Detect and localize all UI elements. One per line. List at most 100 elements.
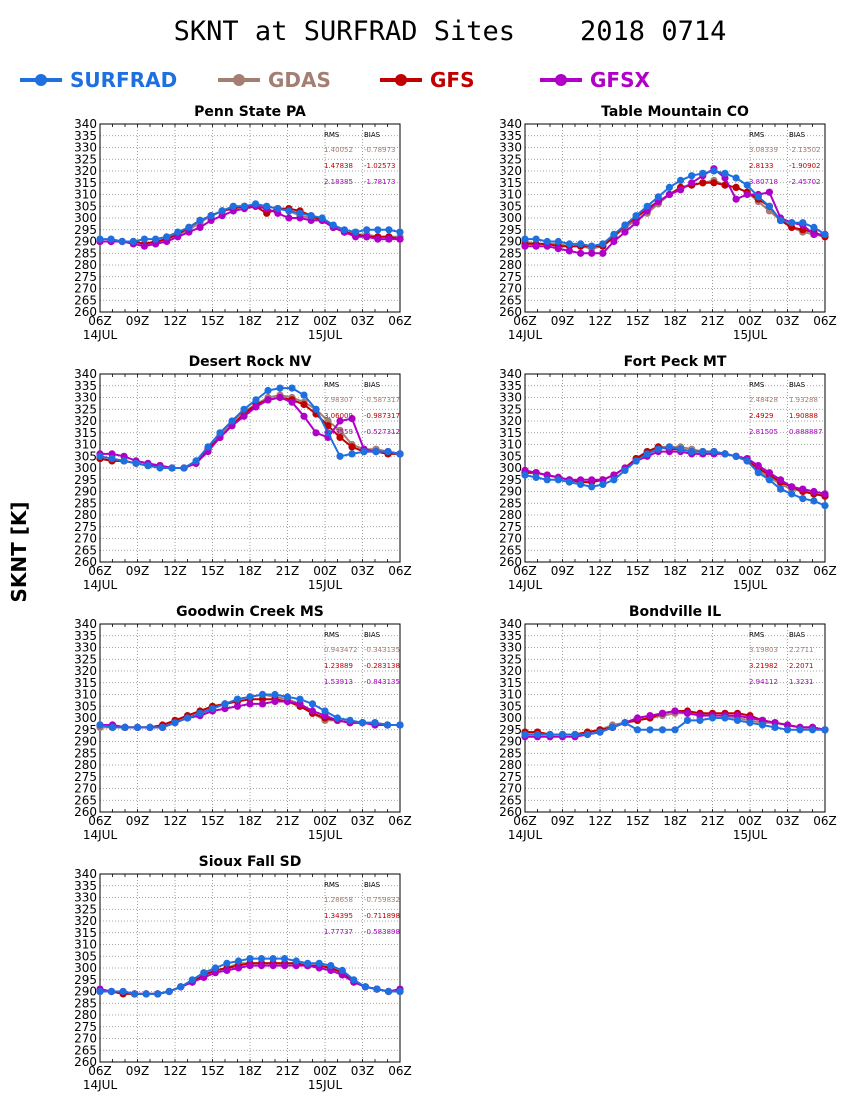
- stats-bias-value: -0.343135: [364, 646, 400, 654]
- grid: [525, 624, 825, 812]
- legend-entry-gdas: GDAS: [218, 68, 331, 92]
- data-point: [246, 955, 254, 963]
- y-tick-label: 320: [499, 164, 522, 178]
- data-point: [721, 450, 729, 458]
- y-tick-label: 290: [74, 235, 97, 249]
- data-point: [396, 987, 404, 996]
- data-point: [340, 226, 348, 234]
- data-point: [665, 443, 674, 451]
- x-tick-label: 18Z: [663, 564, 687, 578]
- series-line: [524, 445, 826, 507]
- x-tick-label: 06Z: [513, 564, 537, 578]
- y-tick-label: 335: [74, 629, 97, 643]
- data-point: [671, 726, 679, 734]
- series-surfrad: [521, 714, 829, 739]
- series-line: [100, 205, 401, 245]
- data-point: [171, 719, 179, 727]
- data-point: [146, 723, 154, 732]
- series-line: [525, 167, 825, 255]
- data-point: [168, 464, 176, 472]
- y-tick-label: 320: [499, 664, 522, 678]
- data-point: [229, 202, 237, 210]
- data-point: [107, 987, 116, 996]
- y-tick-label: 340: [499, 117, 522, 131]
- date-label: 15JUL: [308, 1078, 343, 1092]
- stats-table: RMS BIAS 3.19803 2.2711 3.21982 2.2071 2.94112…: [749, 631, 814, 686]
- data-point: [352, 228, 360, 236]
- x-tick-label: 18Z: [663, 314, 687, 328]
- data-point: [646, 726, 654, 734]
- data-point: [246, 693, 254, 701]
- data-point: [292, 957, 300, 965]
- y-tick-label: 305: [74, 699, 97, 713]
- stats-bias-value: -0.759832: [364, 896, 400, 904]
- data-point: [264, 386, 272, 395]
- y-tick-label: 325: [74, 402, 97, 416]
- data-point: [144, 462, 152, 470]
- stats-rms-value: 2.81505: [749, 428, 778, 436]
- data-point: [374, 235, 382, 243]
- stats-bias-value: -0.527312: [364, 428, 400, 436]
- data-point: [348, 450, 356, 458]
- data-point: [158, 723, 167, 732]
- data-point: [788, 490, 796, 498]
- x-tick-label: 06Z: [513, 314, 537, 328]
- y-tick-label: 285: [499, 496, 522, 510]
- y-tick-label: 305: [74, 449, 97, 463]
- stats-bias-value: -0.587317: [364, 396, 400, 404]
- y-tick-label: 330: [74, 891, 97, 905]
- x-tick-label: 15Z: [626, 814, 650, 828]
- stats-bias-header: BIAS: [789, 131, 806, 139]
- data-point: [221, 700, 229, 708]
- y-tick-label: 340: [499, 367, 522, 381]
- stats-bias-header: BIAS: [789, 631, 806, 639]
- y-tick-label: 265: [74, 1043, 97, 1057]
- y-tick-label: 280: [74, 1008, 97, 1022]
- data-point: [643, 202, 651, 210]
- x-tick-label: 15Z: [626, 314, 650, 328]
- stats-bias-value: 1.3231: [789, 678, 814, 686]
- data-point: [288, 398, 296, 406]
- stats-rms-value: 1.23889: [324, 662, 353, 670]
- y-tick-label: 305: [74, 199, 97, 213]
- data-point: [799, 495, 807, 503]
- stats-rms-value: 2.8133: [749, 162, 774, 170]
- panel-fort-peck-mt: Fort Peck MT2602652702752802852902953003…: [499, 354, 837, 592]
- y-tick-label: 295: [499, 223, 522, 237]
- data-point: [577, 249, 585, 257]
- data-point: [283, 693, 292, 701]
- data-point: [710, 448, 718, 456]
- y-tick-label: 265: [499, 293, 522, 307]
- data-point: [796, 726, 804, 734]
- data-point: [300, 412, 308, 420]
- stats-rms-value: 2.18385: [324, 178, 353, 186]
- y-tick-label: 300: [74, 211, 97, 225]
- series-line: [525, 445, 826, 498]
- y-tick-label: 295: [499, 723, 522, 737]
- y-tick-label: 260: [499, 805, 522, 819]
- data-point: [758, 721, 767, 729]
- stats-bias-value: 1.90888: [789, 412, 818, 420]
- stats-table: RMS BIAS 0.943472 -0.343135 1.23889 -0.283138…: [324, 631, 400, 686]
- data-point: [333, 714, 342, 722]
- y-tick-label: 330: [499, 141, 522, 155]
- y-tick-label: 270: [74, 1032, 97, 1046]
- y-tick-label: 285: [74, 996, 97, 1010]
- y-tick-label: 320: [74, 414, 97, 428]
- y-tick-label: 270: [499, 532, 522, 546]
- y-tick-label: 280: [74, 758, 97, 772]
- x-tick-label: 09Z: [126, 564, 150, 578]
- data-point: [246, 962, 254, 970]
- data-point: [300, 400, 308, 409]
- y-tick-label: 275: [499, 520, 522, 534]
- grid: [100, 624, 400, 812]
- data-point: [274, 205, 282, 213]
- data-point: [777, 216, 785, 224]
- data-point: [140, 235, 148, 243]
- data-point: [196, 223, 204, 231]
- y-tick-label: 330: [74, 391, 97, 405]
- data-point: [107, 235, 115, 243]
- x-tick-label: 21Z: [276, 814, 300, 828]
- data-point: [308, 700, 317, 708]
- data-point: [610, 476, 618, 484]
